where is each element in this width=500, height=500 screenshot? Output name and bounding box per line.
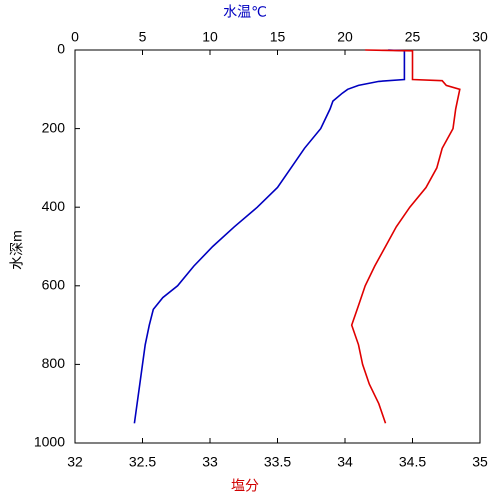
- y-tick-label: 400: [42, 198, 66, 214]
- profile-line: [350, 49, 461, 424]
- plot-frame: [74, 49, 481, 444]
- x2-tick-label: 20: [337, 29, 353, 45]
- x2-tick-label: 25: [405, 29, 421, 45]
- x-tick-label: 34.5: [399, 454, 426, 470]
- x-tick-label: 35: [472, 454, 488, 470]
- x-tick-label: 32: [67, 454, 83, 470]
- profile-line: [133, 49, 406, 424]
- top-axis-label: 水温℃: [223, 4, 267, 20]
- y-axis-label: 水深m: [9, 230, 25, 270]
- x-tick-label: 33.5: [264, 454, 291, 470]
- x-tick-label: 32.5: [129, 454, 156, 470]
- x-tick-label: 33: [202, 454, 218, 470]
- y-tick-label: 600: [42, 277, 66, 293]
- x2-tick-label: 15: [270, 29, 286, 45]
- x2-tick-label: 10: [202, 29, 218, 45]
- x-tick-label: 34: [337, 454, 353, 470]
- y-tick-label: 0: [57, 41, 65, 57]
- y-tick-label: 200: [42, 119, 66, 135]
- y-tick-label: 1000: [34, 434, 65, 450]
- x2-tick-label: 0: [71, 29, 79, 45]
- y-tick-label: 800: [42, 355, 66, 371]
- bottom-axis-label: 塩分: [231, 478, 259, 494]
- x2-tick-label: 5: [139, 29, 147, 45]
- x2-tick-label: 30: [472, 29, 488, 45]
